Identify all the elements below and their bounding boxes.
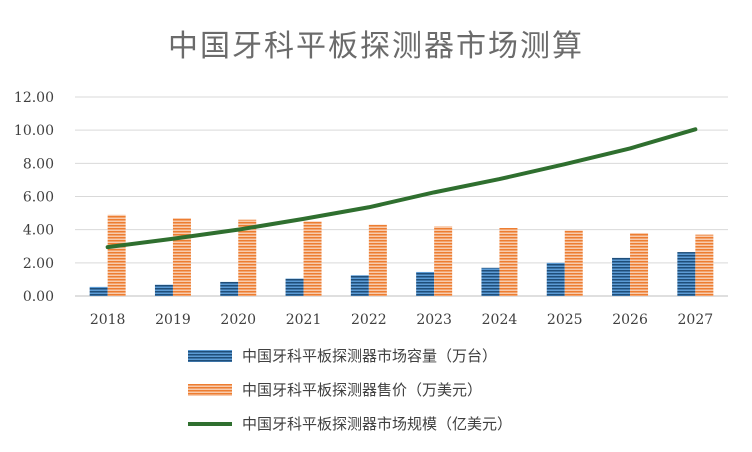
bar-capacity-2024 bbox=[481, 267, 500, 296]
bar-price-2021 bbox=[303, 221, 322, 296]
bar-capacity-2026 bbox=[612, 257, 631, 296]
legend-label: 中国牙科平板探测器市场容量（万台） bbox=[242, 347, 497, 365]
bar-capacity-2022 bbox=[350, 275, 369, 296]
bar-capacity-2025 bbox=[546, 262, 565, 296]
legend: 中国牙科平板探测器市场容量（万台） 中国牙科平板探测器售价（万美元） 中国牙科平板探… bbox=[188, 347, 512, 433]
x-tick-label: 2022 bbox=[351, 312, 387, 328]
bar-price-2023 bbox=[434, 226, 453, 296]
x-tick-label: 2026 bbox=[612, 312, 648, 328]
line-series bbox=[105, 127, 698, 250]
y-axis: 0.00 2.00 4.00 6.00 8.00 10.00 12.00 bbox=[14, 90, 54, 305]
y-tick-label: 2.00 bbox=[23, 256, 54, 272]
y-tick-label: 8.00 bbox=[23, 156, 54, 172]
market-size-line bbox=[105, 127, 698, 250]
bars bbox=[89, 214, 714, 296]
bar-capacity-2019 bbox=[154, 284, 173, 296]
bar-capacity-2021 bbox=[285, 278, 304, 296]
x-tick-label: 2024 bbox=[482, 312, 518, 328]
legend-label: 中国牙科平板探测器市场规模（亿美元） bbox=[242, 415, 512, 433]
legend-swatch-capacity bbox=[188, 350, 232, 362]
y-tick-label: 10.00 bbox=[14, 123, 54, 139]
x-tick-label: 2023 bbox=[416, 312, 452, 328]
y-tick-label: 6.00 bbox=[23, 190, 54, 206]
bar-capacity-2023 bbox=[416, 271, 435, 296]
bar-price-2019 bbox=[172, 218, 191, 296]
bar-capacity-2018 bbox=[89, 286, 108, 296]
bar-capacity-2027 bbox=[677, 252, 696, 296]
bar-capacity-2020 bbox=[220, 281, 239, 296]
x-axis: 2018 2019 2020 2021 2022 2023 2024 2025 2026 2027 bbox=[90, 312, 713, 328]
chart-title: 中国牙科平板探测器市场测算 bbox=[168, 29, 584, 64]
x-tick-label: 2018 bbox=[90, 312, 126, 328]
x-tick-label: 2020 bbox=[220, 312, 256, 328]
bar-price-2027 bbox=[695, 234, 714, 296]
x-tick-label: 2025 bbox=[547, 312, 583, 328]
bar-price-2022 bbox=[368, 224, 387, 296]
bar-price-2026 bbox=[630, 232, 649, 296]
legend-swatch-price bbox=[188, 384, 232, 396]
y-tick-label: 4.00 bbox=[23, 223, 54, 239]
y-tick-label: 0.00 bbox=[23, 289, 54, 305]
bar-price-2020 bbox=[238, 219, 257, 296]
bar-price-2025 bbox=[564, 230, 583, 296]
legend-label: 中国牙科平板探测器售价（万美元） bbox=[242, 381, 482, 399]
x-tick-label: 2027 bbox=[678, 312, 714, 328]
x-tick-label: 2021 bbox=[286, 312, 322, 328]
bar-price-2018 bbox=[107, 214, 126, 296]
y-tick-label: 12.00 bbox=[14, 90, 54, 106]
x-tick-label: 2019 bbox=[155, 312, 191, 328]
bar-price-2024 bbox=[499, 228, 518, 296]
